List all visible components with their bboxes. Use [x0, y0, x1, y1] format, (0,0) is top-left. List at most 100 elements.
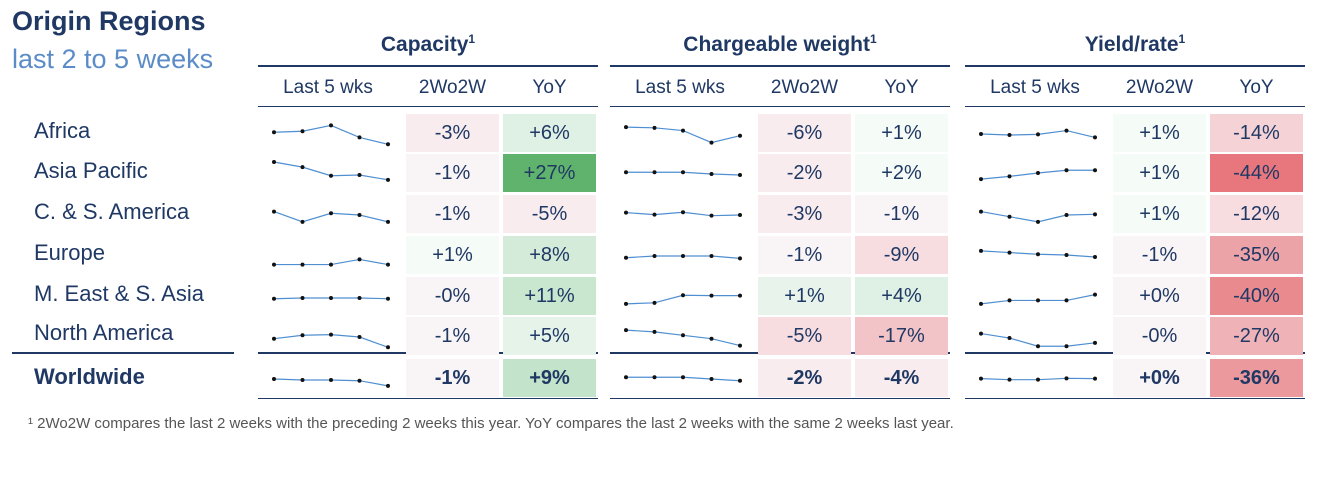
yoy-cell: -5% [503, 195, 596, 233]
sparkline-point [1064, 298, 1069, 303]
sparkline-point [300, 296, 305, 301]
yoy-cell: -9% [855, 236, 948, 274]
sparkline-point [709, 377, 714, 381]
yoy-cell: -1% [855, 195, 948, 233]
sparkline-point [979, 248, 983, 253]
sparkline-point [709, 254, 714, 258]
sparkline-point [1007, 336, 1012, 341]
sparkline [272, 257, 390, 267]
sparkline-point [272, 130, 276, 135]
group-title: Capacity1 [380, 32, 476, 56]
yoy-cell: -17% [855, 317, 948, 355]
sparkline-point [300, 378, 305, 383]
sparkline-point [1064, 128, 1069, 133]
column-header-underline [258, 106, 598, 107]
wo2w-cell: +1% [406, 236, 499, 274]
sparkline-point [1036, 170, 1040, 175]
sparkline-point [1036, 377, 1040, 382]
column-header: YoY [532, 77, 567, 98]
wo2w-cell: -0% [1113, 317, 1206, 355]
sparkline-point [681, 293, 685, 298]
sparkline-point [738, 293, 742, 298]
footnote: ¹ 2Wo2W compares the last 2 weeks with t… [28, 415, 954, 432]
sparkline-point [357, 135, 362, 140]
sparkline-point [272, 377, 276, 381]
sparkline-point [300, 129, 305, 134]
sparkline [979, 128, 1097, 140]
column-header: 2Wo2W [770, 77, 839, 98]
sparkline-point [357, 173, 362, 178]
yoy-cell: -44% [1210, 154, 1303, 192]
sparkline-point [300, 165, 305, 170]
yoy-cell: +9% [503, 359, 596, 397]
sparkline-point [300, 333, 305, 338]
sparkline-point [329, 296, 333, 301]
sparkline-point [979, 177, 983, 182]
region-label: C. & S. America [34, 199, 190, 224]
wo2w-cell: +1% [758, 277, 851, 315]
sparkline-point [357, 213, 362, 217]
sparkline-point [300, 262, 305, 267]
sparkline-point [624, 170, 628, 175]
sparkline-point [386, 219, 390, 224]
yoy-cell: +8% [503, 236, 596, 274]
region-label: Worldwide [34, 364, 145, 389]
sparkline-point [329, 173, 333, 178]
sparkline-point [624, 210, 628, 215]
yoy-cell: -12% [1210, 195, 1303, 233]
sparkline [272, 296, 390, 301]
sparkline-point [979, 132, 983, 136]
sparkline-point [624, 328, 628, 333]
sparkline-path [625, 329, 741, 347]
sparkline-path [273, 124, 389, 145]
sparkline-point [1093, 340, 1097, 345]
sparkline [979, 376, 1097, 382]
sparkline-point [1036, 344, 1040, 349]
wo2w-cell: +1% [1113, 154, 1206, 192]
wo2w-cell: +0% [1113, 277, 1206, 315]
group-title-underline [965, 65, 1305, 67]
sparkline-point [1036, 298, 1040, 303]
region-label: Europe [34, 240, 105, 265]
sparkline-point [1093, 292, 1097, 297]
wo2w-cell: -1% [1113, 236, 1206, 274]
sparkline [272, 377, 390, 388]
sparkline-point [709, 172, 714, 176]
sparkline-point [329, 262, 333, 267]
yoy-cell: +1% [855, 114, 948, 152]
worldwide-separator [12, 352, 234, 354]
sparkline-point [1064, 344, 1069, 349]
sparkline [979, 248, 1097, 260]
sparkline-point [1093, 255, 1097, 260]
sparkline-point [1007, 214, 1012, 219]
yoy-cell: +5% [503, 317, 596, 355]
page-title: Origin Regions [12, 6, 206, 36]
wo2w-cell: -1% [758, 236, 851, 274]
sparkline-point [681, 170, 685, 175]
wo2w-cell: -3% [406, 114, 499, 152]
sparkline-point [1007, 133, 1012, 138]
sparkline [624, 210, 742, 218]
sparkline-point [738, 213, 742, 217]
yoy-cell: +4% [855, 277, 948, 315]
sparkline-point [709, 336, 714, 341]
sparkline-point [329, 332, 333, 337]
sparkline-point [386, 383, 390, 388]
sparkline [624, 375, 742, 383]
wo2w-cell: -1% [406, 154, 499, 192]
region-label: Africa [34, 118, 91, 143]
wo2w-cell: -1% [406, 359, 499, 397]
sparkline-point [681, 254, 685, 258]
sparkline-point [1064, 252, 1069, 257]
sparkline-point [1093, 168, 1097, 173]
sparkline-point [329, 123, 333, 128]
sparkline-point [681, 375, 685, 380]
column-header: 2Wo2W [1125, 77, 1194, 98]
sparkline-point [1007, 250, 1012, 255]
sparkline-point [1064, 168, 1069, 173]
wo2w-cell: +0% [1113, 359, 1206, 397]
region-label: Asia Pacific [34, 158, 148, 183]
sparkline-point [738, 343, 742, 348]
wo2w-cell: -5% [758, 317, 851, 355]
wo2w-cell: +1% [1113, 195, 1206, 233]
